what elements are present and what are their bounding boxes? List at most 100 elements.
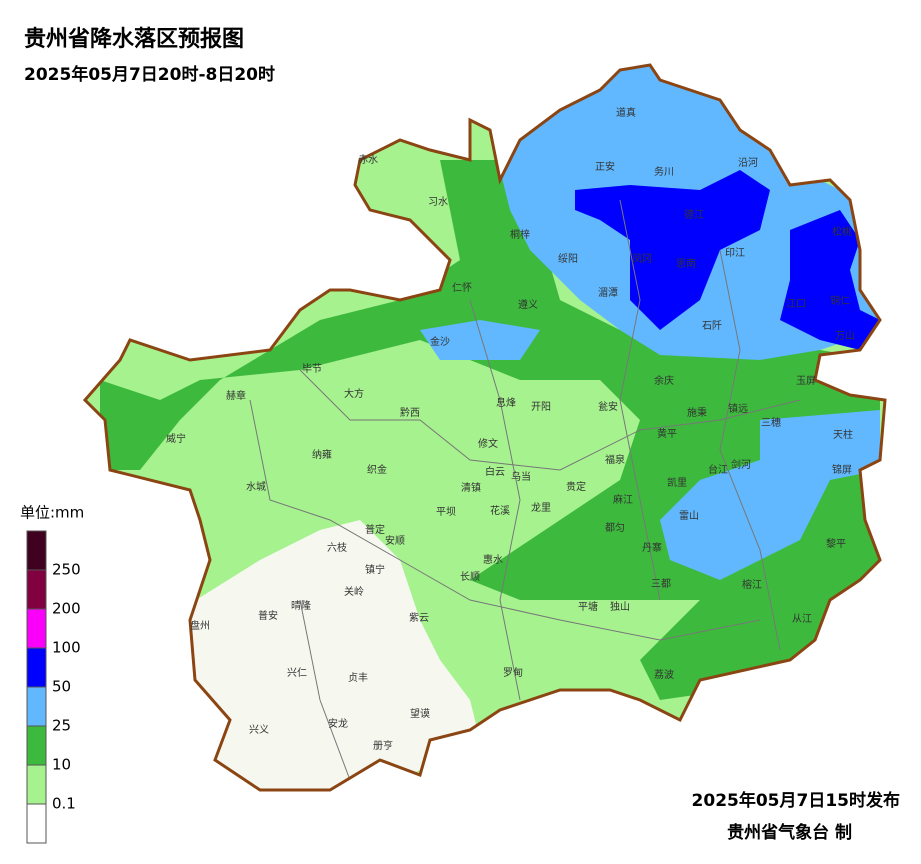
zone-blue xyxy=(660,410,880,580)
city-label: 沿河 xyxy=(738,157,758,169)
legend-label: 25 xyxy=(52,717,71,735)
legend-swatch xyxy=(26,686,47,727)
city-label: 三都 xyxy=(651,578,671,590)
city-label: 荔波 xyxy=(654,668,674,681)
city-label: 务川 xyxy=(654,165,674,178)
city-label: 惠水 xyxy=(483,553,503,566)
legend-label: 0.1 xyxy=(52,795,76,813)
legend-swatch xyxy=(26,647,47,688)
city-label: 息烽 xyxy=(496,396,516,409)
city-label: 凯里 xyxy=(667,476,687,489)
map-title: 贵州省降水落区预报图 xyxy=(24,27,244,52)
legend-swatch xyxy=(26,569,47,610)
city-label: 平塘 xyxy=(578,600,598,613)
city-label: 天柱 xyxy=(833,428,853,441)
zone-blue xyxy=(420,320,540,360)
city-label: 关岭 xyxy=(344,585,364,598)
city-label: 晴隆 xyxy=(291,599,311,612)
city-label: 凤冈 xyxy=(632,253,652,265)
city-label: 丹寨 xyxy=(642,541,662,554)
city-label: 水城 xyxy=(246,481,266,493)
legend-label: 50 xyxy=(52,678,71,696)
city-label: 施秉 xyxy=(687,406,707,419)
city-label: 绥阳 xyxy=(558,253,578,265)
city-label: 毕节 xyxy=(302,362,322,375)
legend-label: 10 xyxy=(52,756,71,774)
city-label: 望谟 xyxy=(410,707,430,720)
city-label: 黔西 xyxy=(400,406,420,419)
city-label: 瓮安 xyxy=(598,400,618,413)
city-label: 兴义 xyxy=(249,724,269,736)
city-label: 乌当 xyxy=(511,470,531,483)
zone-deep-blue xyxy=(780,210,880,350)
legend-swatch xyxy=(26,725,47,766)
city-label: 威宁 xyxy=(166,432,186,445)
zone-none xyxy=(180,520,480,790)
legend-swatch xyxy=(26,608,47,649)
city-label: 镇远 xyxy=(728,402,748,415)
city-label: 平坝 xyxy=(436,506,456,518)
city-label: 榕江 xyxy=(742,578,762,591)
province-border xyxy=(82,63,887,792)
city-label: 独山 xyxy=(610,600,630,613)
city-label: 贞丰 xyxy=(348,671,368,684)
city-label: 清镇 xyxy=(461,481,481,494)
city-label: 余庆 xyxy=(654,374,674,387)
city-label: 玉屏 xyxy=(796,375,816,387)
city-label: 剑河 xyxy=(731,458,751,471)
city-label: 台江 xyxy=(708,463,728,476)
city-label: 仁怀 xyxy=(452,282,472,294)
city-label: 福泉 xyxy=(605,453,625,466)
city-label: 修文 xyxy=(478,437,498,450)
zone-deep-blue xyxy=(575,170,770,330)
city-label: 金沙 xyxy=(430,335,450,348)
city-label: 习水 xyxy=(428,196,448,208)
legend-unit: 单位:mm xyxy=(20,504,84,522)
city-label: 安顺 xyxy=(385,534,405,547)
city-label: 麻江 xyxy=(613,493,633,506)
city-label: 织金 xyxy=(367,463,387,476)
city-label: 遵义 xyxy=(518,298,538,311)
city-label: 德江 xyxy=(684,208,704,221)
city-label: 安龙 xyxy=(328,717,348,730)
legend-label: 200 xyxy=(52,600,81,618)
map-subtitle: 2025年05月7日20时-8日20时 xyxy=(24,64,275,85)
city-label: 印江 xyxy=(725,247,745,259)
issuer: 贵州省气象台 制 xyxy=(727,822,852,843)
city-label: 石阡 xyxy=(702,320,722,332)
city-label: 花溪 xyxy=(490,504,510,517)
legend-swatch xyxy=(26,764,47,805)
legend-swatch xyxy=(26,803,47,844)
city-label: 普安 xyxy=(258,609,278,622)
city-label: 万山 xyxy=(835,330,855,342)
county-borders xyxy=(249,199,801,781)
city-label: 开阳 xyxy=(531,401,551,413)
city-label: 白云 xyxy=(485,465,505,478)
city-label: 紫云 xyxy=(409,612,429,624)
city-label: 龙里 xyxy=(531,501,551,514)
city-label: 纳雍 xyxy=(312,448,332,461)
city-label: 江口 xyxy=(786,298,806,310)
city-label: 赫章 xyxy=(226,389,246,402)
city-label: 铜仁 xyxy=(830,295,850,307)
city-label: 册亨 xyxy=(373,739,393,752)
legend-label: 250 xyxy=(52,561,81,579)
city-label: 兴仁 xyxy=(287,667,307,679)
city-label: 三穗 xyxy=(761,416,781,429)
city-label: 贵定 xyxy=(566,480,586,493)
city-label: 锦屏 xyxy=(832,463,852,476)
city-label: 从江 xyxy=(792,613,812,625)
city-label: 赤水 xyxy=(358,154,378,166)
city-label: 大方 xyxy=(344,387,364,400)
legend-swatch xyxy=(26,530,47,571)
legend-label: 100 xyxy=(52,639,81,657)
city-label: 罗甸 xyxy=(503,666,523,679)
city-label: 镇宁 xyxy=(365,563,385,576)
city-label: 雷山 xyxy=(679,510,699,522)
city-label: 盘州 xyxy=(190,619,210,632)
city-label: 都匀 xyxy=(605,522,625,534)
city-label: 黎平 xyxy=(826,537,846,550)
